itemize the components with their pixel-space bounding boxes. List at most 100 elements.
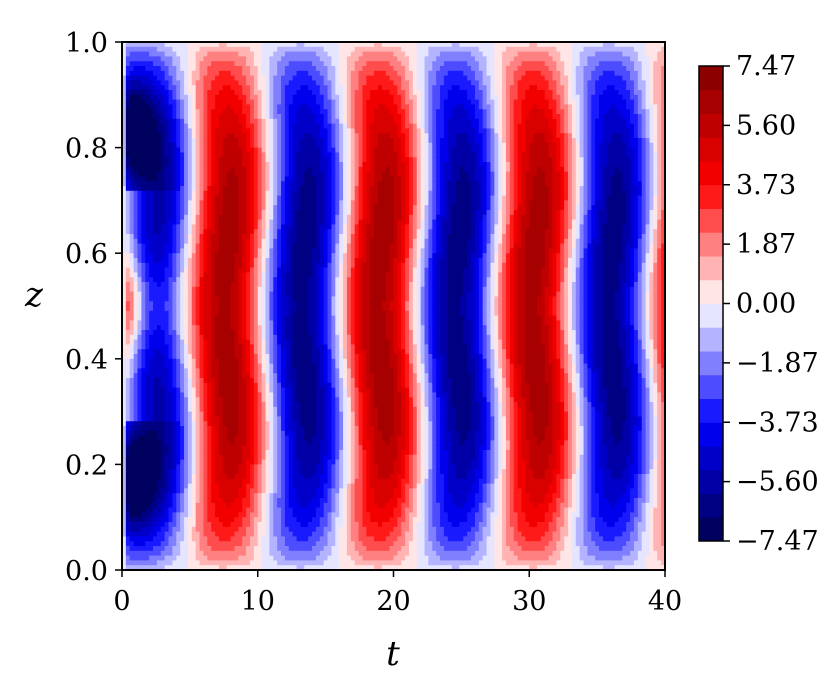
heatmap-cell bbox=[133, 445, 139, 451]
heatmap-cell bbox=[187, 114, 193, 120]
heatmap-cell bbox=[269, 440, 274, 446]
heatmap-cell bbox=[226, 493, 232, 499]
heatmap-cell bbox=[222, 85, 228, 91]
heatmap-cell bbox=[249, 272, 255, 278]
heatmap-cell bbox=[153, 80, 158, 86]
heatmap-cell bbox=[172, 296, 177, 302]
heatmap-cell bbox=[211, 46, 216, 53]
heatmap-cell bbox=[122, 402, 127, 408]
heatmap-cell bbox=[288, 531, 294, 537]
heatmap-cell bbox=[218, 238, 224, 245]
heatmap-cell bbox=[164, 267, 170, 273]
heatmap-cell bbox=[211, 51, 216, 57]
heatmap-cell bbox=[242, 536, 247, 542]
heatmap-cell bbox=[160, 512, 166, 518]
heatmap-cell bbox=[249, 507, 255, 513]
heatmap-cell bbox=[195, 522, 201, 528]
heatmap-cell bbox=[199, 517, 205, 523]
heatmap-cell bbox=[284, 282, 290, 288]
heatmap-cell bbox=[149, 358, 154, 365]
heatmap-cell bbox=[246, 85, 251, 91]
heatmap-cell bbox=[203, 306, 208, 312]
heatmap-cell bbox=[149, 248, 154, 254]
heatmap-cell bbox=[164, 200, 170, 206]
heatmap-cell bbox=[184, 56, 189, 62]
heatmap-cell bbox=[257, 421, 263, 427]
heatmap-cell bbox=[180, 51, 185, 57]
heatmap-cell bbox=[133, 507, 139, 513]
heatmap-cell bbox=[226, 219, 232, 225]
heatmap-cell bbox=[191, 363, 197, 369]
heatmap-cell bbox=[172, 248, 177, 254]
heatmap-cell bbox=[292, 546, 298, 552]
heatmap-cell bbox=[145, 56, 150, 62]
heatmap-cell bbox=[273, 546, 278, 552]
heatmap-cell bbox=[203, 147, 208, 153]
heatmap-cell bbox=[242, 339, 247, 345]
heatmap-cell bbox=[176, 483, 181, 489]
heatmap-cell bbox=[249, 277, 255, 283]
heatmap-cell bbox=[137, 214, 142, 221]
heatmap-cell bbox=[296, 267, 302, 273]
heatmap-cell bbox=[145, 248, 150, 254]
heatmap-cell bbox=[249, 214, 255, 221]
heatmap-cell bbox=[288, 546, 294, 552]
heatmap-cell bbox=[172, 354, 177, 360]
heatmap-cell bbox=[141, 368, 146, 374]
heatmap-cell bbox=[187, 186, 193, 192]
heatmap-cell bbox=[145, 334, 150, 341]
heatmap-cell bbox=[129, 498, 135, 504]
heatmap-cell bbox=[269, 123, 274, 129]
heatmap-cell bbox=[226, 205, 232, 211]
heatmap-cell bbox=[168, 66, 174, 72]
heatmap-cell bbox=[156, 397, 162, 403]
heatmap-cell bbox=[184, 522, 189, 528]
heatmap-cell bbox=[246, 363, 251, 369]
heatmap-cell bbox=[277, 190, 282, 197]
heatmap-cell bbox=[145, 267, 150, 273]
heatmap-cell bbox=[168, 478, 174, 485]
heatmap-cell bbox=[199, 248, 205, 254]
heatmap-cell bbox=[253, 315, 259, 321]
heatmap-cell bbox=[207, 507, 212, 513]
heatmap-cell bbox=[211, 296, 216, 302]
heatmap-cell bbox=[230, 253, 236, 259]
heatmap-cell bbox=[153, 349, 158, 355]
heatmap-cell bbox=[215, 402, 220, 408]
heatmap-cell bbox=[226, 162, 232, 168]
heatmap-cell bbox=[191, 282, 197, 288]
heatmap-cell bbox=[249, 310, 255, 317]
heatmap-cell bbox=[242, 421, 247, 427]
heatmap-cell bbox=[199, 478, 205, 485]
heatmap-cell bbox=[153, 397, 158, 403]
heatmap-cell bbox=[145, 219, 150, 225]
heatmap-cell bbox=[172, 507, 177, 513]
heatmap-cell bbox=[199, 560, 205, 566]
heatmap-cell bbox=[288, 483, 294, 489]
heatmap-cell bbox=[172, 152, 177, 158]
heatmap-cell bbox=[288, 277, 294, 283]
heatmap-cell bbox=[253, 330, 259, 336]
heatmap-cell bbox=[222, 536, 228, 542]
heatmap-cell bbox=[218, 133, 224, 139]
heatmap-cell bbox=[296, 133, 302, 139]
heatmap-cell bbox=[226, 99, 232, 105]
heatmap-cell bbox=[164, 565, 170, 571]
heatmap-cell bbox=[292, 219, 298, 225]
heatmap-cell bbox=[153, 243, 158, 249]
heatmap-cell bbox=[156, 56, 162, 62]
heatmap-cell bbox=[191, 109, 197, 115]
heatmap-cell bbox=[187, 517, 193, 523]
heatmap-cell bbox=[218, 416, 224, 422]
heatmap-cell bbox=[257, 205, 263, 211]
heatmap-cell bbox=[125, 522, 131, 528]
heatmap-cell bbox=[238, 85, 243, 91]
heatmap-cell bbox=[269, 186, 274, 192]
heatmap-cell bbox=[265, 392, 270, 398]
heatmap-cell bbox=[195, 560, 201, 566]
heatmap-cell bbox=[184, 152, 189, 158]
heatmap-cell bbox=[172, 186, 177, 192]
heatmap-cell bbox=[234, 445, 239, 451]
heatmap-cell bbox=[129, 267, 135, 273]
heatmap-cell bbox=[296, 66, 302, 72]
